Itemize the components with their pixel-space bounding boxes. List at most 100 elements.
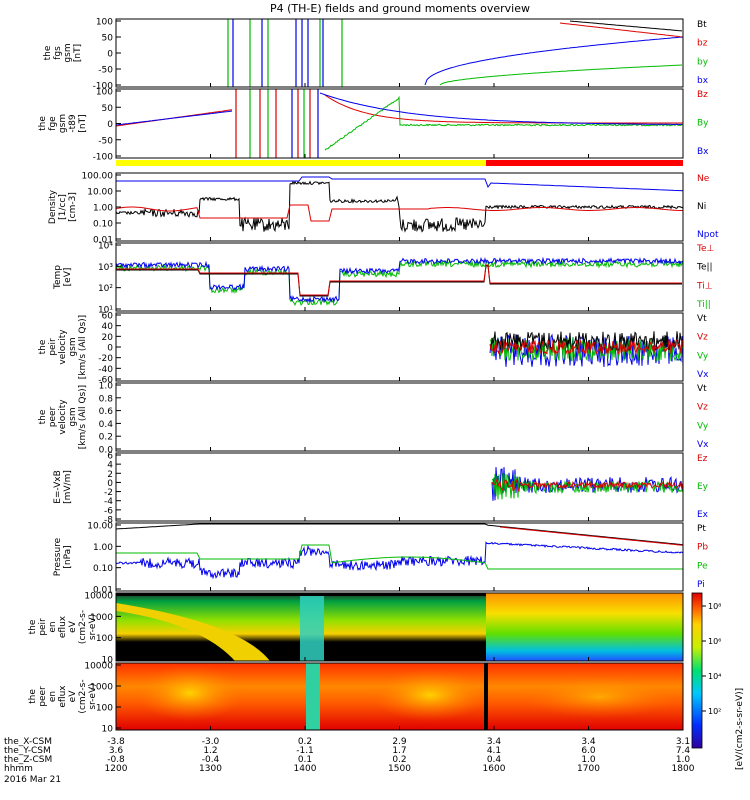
ephemeris-value: 1.0 [676,755,691,765]
y-axis-label-line: peer [48,406,58,427]
x-tick-label: 1700 [577,764,600,774]
ephemeris-value: 3.1 [676,737,690,747]
panel-frame-peer_velocity [115,382,684,452]
ephemeris-value: 3.6 [109,746,124,756]
y-axis-label-line: [1/cc] [58,194,68,220]
peer-spec-burst [306,663,320,730]
density-ne [116,204,683,222]
y-tick-label-peir_velocity: 40 [102,322,114,332]
ephemeris-label: the_Z-CSM [4,755,52,765]
y-axis-label-line: gsm [68,337,78,356]
peir-spec-burst [300,593,324,661]
x-tick-label: 1400 [294,764,317,774]
peir-vz [489,338,683,356]
y-axis-label-line: (cm2-s- [78,679,88,713]
y-axis-label-line: Pressure [53,537,63,576]
ephemeris-value: 0.4 [487,755,502,765]
legend-entry-pressure: Pe [697,561,708,571]
y-axis-label-line: the [43,45,53,60]
y-axis-label-line: fgs [53,46,63,60]
y-tick-label-peir_eflux: 10 [102,656,114,666]
legend-entry-peer_velocity: Vx [697,440,709,450]
y-axis-label-line: [cm-3] [68,192,78,222]
y-axis-label-line: gsm [68,407,78,426]
y-tick-label-temperature: 10¹ [98,306,113,316]
legend-entry-peir_velocity: Vt [697,314,707,324]
date-label: 2016 Mar 21 [4,775,61,785]
fgs-bt [569,20,683,32]
ephemeris-value: 3.4 [487,737,502,747]
density-traces [116,176,683,233]
y-axis-label-peer_velocity: the peer velocity gsm [km/s (All Qs)] [38,385,88,449]
legend-entry-fgs: bz [697,39,708,49]
y-axis-label-line: eV [68,620,78,633]
legend-entry-temperature: Ti|| [696,300,711,310]
y-tick-label-peer_eflux: 10 [102,725,114,735]
peir-spec-band [116,603,270,661]
ephemeris-value: 4.1 [487,746,501,756]
y-axis-label-line: Temp [53,265,63,290]
y-tick-label-temperature: 10² [98,284,113,294]
legend-entry-peer_velocity: Vz [697,403,708,413]
ephemeris-value: 1.0 [581,755,596,765]
colorbar-label: [eV/(cm2-s-sr-eV)] [735,688,745,770]
y-tick-label-peir_eflux: 1000 [90,613,113,623]
legend-entry-efield: Ex [697,510,709,520]
y-axis-label-line: en [48,621,58,632]
y-tick-label-peer_eflux: 1000 [90,683,113,693]
y-axis-label-density: Density [1/cc] [cm-3] [48,189,78,224]
y-tick-label-fge: 100 [96,88,113,98]
y-tick-label-efield: -6 [104,506,113,516]
peer-spec-gap [484,663,488,730]
fgs-bz [559,22,683,38]
fgs-by [439,64,683,86]
legend-entry-temperature: Te⊥ [696,244,715,254]
y-axis-label-peir_eflux: the peir en eflux eV (cm2-s-sr-eV) [28,610,98,644]
legend-entry-fgs: bx [697,76,709,86]
y-axis-label-line: [mV/m] [63,470,73,504]
y-axis-label-line: Density [48,189,58,224]
legend-entry-temperature: Ti⊥ [696,281,713,291]
y-tick-label-peir_velocity: -20 [98,354,113,364]
y-tick-label-fge: 50 [102,104,114,114]
y-axis-label-line: [nT] [78,114,88,132]
x-tick-label: 1200 [105,764,128,774]
colorbar-tick-label: 10⁶ [708,637,721,646]
footer-layer: -3.83.6-0.81200-3.01.2-0.413000.2-1.10.1… [4,737,695,785]
y-axis-label-peir_velocity: the peir velocity gsm [km/s (All Qs)] [38,315,88,379]
panels-layer [116,19,683,730]
legend-entry-fge: Bz [697,90,708,100]
y-tick-label-peer_eflux: 10000 [84,662,113,672]
y-tick-label-peir_velocity: -60 [98,376,113,386]
y-tick-label-fgs: 0 [107,50,113,60]
y-tick-label-efield: 6 [107,452,113,462]
legend-entry-density: Npot [697,230,719,240]
y-tick-label-temperature: 10³ [98,263,113,273]
legend-entry-fgs: Bt [697,20,707,30]
y-axis-label-line: peir [48,338,58,356]
legend-entry-density: Ne [697,174,710,184]
fge-bz [324,94,683,124]
efield-traces [491,467,683,501]
legend-entry-efield: Ey [697,482,709,492]
y-axis-label-line: the [28,619,38,634]
y-axis-label-line: [nT] [73,44,83,62]
legend-entry-fge: Bx [697,147,709,157]
y-axis-label-line: [nPa] [63,545,73,568]
peer-spec-blob-1 [135,665,245,721]
pressure-pi [116,541,683,580]
y-tick-label-peir_velocity: 20 [102,333,114,343]
colorbar-ticks: 10⁸ 10⁶ 10⁴ 10² [702,602,721,716]
y-tick-label-density: 100.00 [82,172,114,182]
y-axis-label-line: E=-VxB [53,470,63,504]
ephemeris-label: the_X-CSM [4,737,52,747]
y-axis-label-line: the [28,689,38,704]
y-tick-label-peer_velocity: 1.0 [99,382,114,392]
y-tick-label-fgs: 100 [96,18,113,28]
legend-entry-peer_velocity: Vt [697,384,707,394]
pressure-traces [116,523,683,580]
temperature-te-par [116,265,682,297]
y-tick-label-temperature: 10⁴ [98,242,113,252]
y-tick-label-fge: 0 [107,120,113,130]
